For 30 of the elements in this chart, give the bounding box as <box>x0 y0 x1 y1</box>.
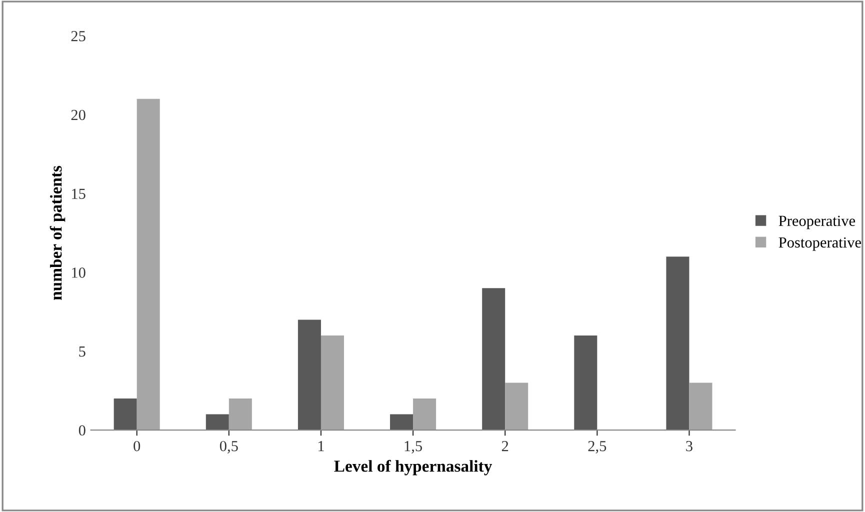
bar <box>136 98 160 430</box>
y-axis-title: number of patients <box>50 166 66 300</box>
bar <box>114 398 137 430</box>
bar <box>390 414 414 430</box>
bar <box>689 382 712 430</box>
legend-label: Preoperative <box>778 216 856 230</box>
bar <box>298 320 321 430</box>
x-tick-label: 1 <box>318 441 324 452</box>
bar <box>505 382 528 430</box>
x-axis-title: Level of hypernasality <box>334 460 492 476</box>
y-tick-label: 5 <box>79 346 86 357</box>
bar <box>482 288 506 430</box>
bar <box>228 398 252 430</box>
y-tick-label: 10 <box>72 268 86 278</box>
bar <box>206 414 229 430</box>
y-tick-label: 25 <box>71 31 86 42</box>
x-tick-label: 0,5 <box>220 440 238 454</box>
bar <box>666 256 690 430</box>
legend-label: Postoperative <box>778 237 861 251</box>
bar <box>574 335 598 430</box>
x-tick-label: 2 <box>502 440 508 452</box>
bar <box>320 335 344 430</box>
x-tick-label: 1,5 <box>404 441 422 454</box>
y-tick-label: 20 <box>71 110 86 120</box>
x-tick-label: 3 <box>686 440 692 452</box>
x-tick-label: 2,5 <box>588 440 606 454</box>
y-tick-label: 0 <box>78 425 86 436</box>
y-tick-label: 15 <box>72 188 86 199</box>
x-tick-label: 0 <box>134 440 140 452</box>
bar <box>413 398 436 430</box>
